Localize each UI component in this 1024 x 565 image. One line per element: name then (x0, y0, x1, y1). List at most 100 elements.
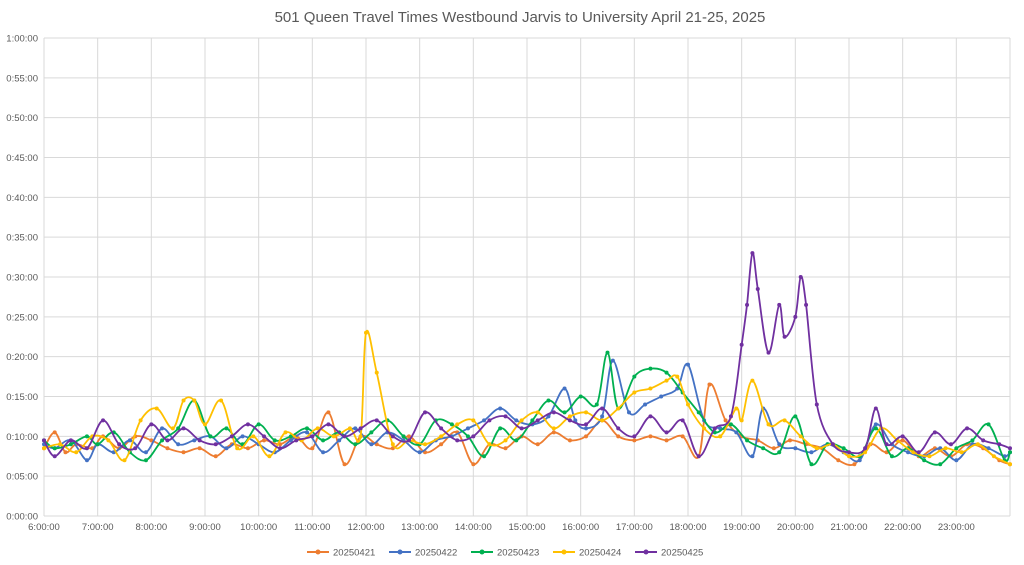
data-point (503, 438, 508, 443)
y-tick-label: 0:45:00 (6, 153, 38, 164)
data-point (852, 462, 857, 467)
y-tick-label: 0:55:00 (6, 73, 38, 84)
data-point (530, 418, 535, 423)
legend-item: 20250422 (389, 548, 457, 559)
series-line (43, 252, 1011, 458)
data-point (310, 446, 315, 451)
data-point (584, 434, 589, 439)
data-point (728, 422, 733, 427)
data-point (761, 446, 766, 451)
data-point (283, 430, 288, 435)
data-point (224, 426, 229, 431)
x-tick-label: 20:00:00 (777, 522, 814, 533)
data-point (943, 446, 948, 451)
data-point (889, 454, 894, 459)
x-tick-label: 22:00:00 (884, 522, 921, 533)
data-point (632, 390, 637, 395)
data-point (610, 358, 615, 363)
data-point (551, 410, 556, 415)
data-point (42, 446, 46, 451)
data-point (616, 426, 621, 431)
legend-point-marker (643, 549, 649, 555)
data-point (664, 378, 669, 383)
data-point (884, 442, 889, 447)
data-point (465, 426, 470, 431)
data-point (809, 462, 814, 467)
x-tick-label: 12:00:00 (348, 522, 385, 533)
data-point (68, 438, 73, 443)
data-point (814, 446, 819, 451)
y-tick-label: 0:35:00 (6, 233, 38, 244)
data-point (143, 450, 148, 455)
data-point (165, 446, 170, 451)
data-point (117, 442, 122, 447)
data-point (213, 442, 218, 447)
data-point (793, 314, 798, 319)
data-point (240, 434, 245, 439)
data-point (390, 442, 395, 447)
data-point (84, 446, 89, 451)
legend-label: 20250425 (661, 548, 703, 559)
data-point (326, 422, 331, 427)
data-point (777, 302, 782, 307)
data-point (294, 438, 299, 443)
data-point (664, 438, 669, 443)
data-point (932, 430, 937, 435)
data-point (192, 398, 197, 403)
data-point (465, 434, 470, 439)
data-point (954, 458, 959, 463)
data-point (106, 438, 111, 443)
data-point (267, 454, 272, 459)
data-point (954, 446, 959, 451)
data-point (245, 422, 250, 427)
data-point (578, 394, 583, 399)
data-point (680, 418, 685, 423)
data-point (745, 302, 750, 307)
data-point (455, 438, 460, 443)
data-point (696, 454, 701, 459)
legend-item: 20250421 (307, 548, 375, 559)
x-axis-tick-labels: 6:00:00 7:00:00 8:00:00 9:00:00 10:00:00 11:0… (28, 522, 975, 533)
x-tick-label: 10:00:00 (240, 522, 277, 533)
data-point (1008, 446, 1012, 451)
data-point (648, 386, 653, 391)
data-point (358, 426, 363, 431)
data-point (74, 450, 79, 455)
y-tick-label: 0:25:00 (6, 312, 38, 323)
series-layer (42, 251, 1012, 467)
data-point (304, 426, 309, 431)
data-point (718, 434, 723, 439)
data-point (262, 438, 267, 443)
data-point (664, 370, 669, 375)
data-point (847, 454, 851, 459)
x-tick-label: 11:00:00 (294, 522, 330, 533)
data-point (278, 446, 283, 451)
data-point (922, 458, 927, 463)
y-tick-label: 0:10:00 (6, 432, 38, 443)
data-point (873, 406, 878, 411)
data-point (219, 398, 224, 403)
data-point (423, 442, 428, 447)
data-point (84, 434, 89, 439)
data-point (900, 438, 905, 443)
data-point (600, 414, 605, 419)
data-point (771, 446, 776, 451)
data-point (734, 406, 739, 411)
x-tick-label: 16:00:00 (562, 522, 599, 533)
x-tick-label: 9:00:00 (189, 522, 221, 533)
data-point (401, 434, 406, 439)
x-tick-label: 21:00:00 (831, 522, 868, 533)
y-tick-label: 0:50:00 (6, 113, 38, 124)
data-point (567, 414, 572, 419)
y-tick-label: 0:05:00 (6, 472, 38, 483)
data-point (503, 446, 508, 451)
data-point (369, 442, 374, 447)
data-point (358, 434, 363, 439)
gridlines (43, 37, 1011, 517)
data-point (417, 450, 422, 455)
data-point (841, 446, 846, 451)
data-point (203, 422, 207, 427)
data-point (487, 442, 492, 447)
x-tick-label: 15:00:00 (509, 522, 546, 533)
